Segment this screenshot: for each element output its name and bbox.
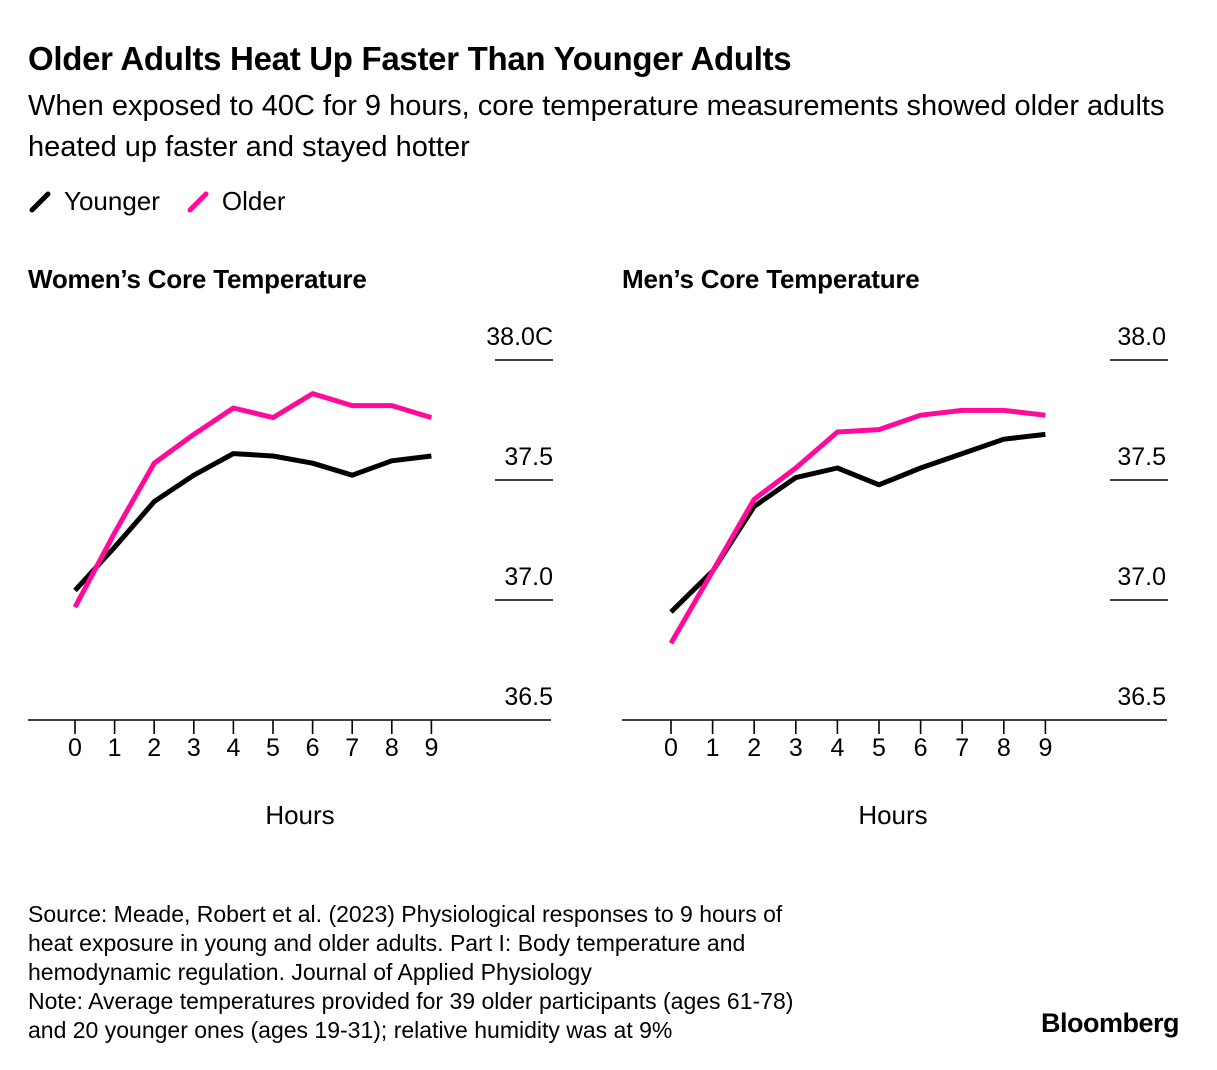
men-xtick-label: 9 <box>1038 734 1052 762</box>
bloomberg-logo: Bloomberg <box>1040 1008 1180 1038</box>
legend-swatch-younger <box>29 191 51 212</box>
women-series-older-line <box>72 391 433 609</box>
men-ytick-label: 37.0 <box>1117 563 1166 591</box>
legend: Younger Older <box>28 186 312 217</box>
men-xtick-label: 0 <box>664 734 678 762</box>
women-panel-title: Women’s Core Temperature <box>28 264 367 294</box>
source-line: heat exposure in young and older adults.… <box>28 930 746 956</box>
legend-label-younger: Younger <box>64 186 160 216</box>
men-xtick-label: 5 <box>872 734 886 762</box>
men-xtick-label: 3 <box>789 734 803 762</box>
women-xtick-label: 6 <box>306 734 320 762</box>
legend-label-older: Older <box>221 186 286 216</box>
note-line: and 20 younger ones (ages 19-31); relati… <box>28 1017 673 1043</box>
women-xtick-label: 0 <box>68 734 82 762</box>
women-series-younger-line <box>73 451 432 593</box>
women-xtick-label: 5 <box>266 734 280 762</box>
men-xtick-label: 6 <box>914 734 928 762</box>
women-xtick-label: 3 <box>187 734 201 762</box>
men-xtick-label: 7 <box>955 734 969 762</box>
men-xtick-label: 1 <box>706 734 720 762</box>
source-line: Source: Meade, Robert et al. (2023) Phys… <box>28 901 783 927</box>
women-ytick-label: 37.5 <box>504 443 553 471</box>
men-ytick-label: 38.0 <box>1117 323 1166 351</box>
men-x-axis-title: Hours <box>858 800 927 830</box>
men-panel-title: Men’s Core Temperature <box>622 264 920 294</box>
women-xtick-label: 7 <box>345 734 359 762</box>
men-xtick-label: 2 <box>747 734 761 762</box>
legend-swatch-older <box>187 191 209 212</box>
legend-item-older: Older <box>186 186 286 217</box>
men-series-younger-line <box>669 431 1046 614</box>
women-xtick-label: 1 <box>108 734 122 762</box>
men-ytick-label: 37.5 <box>1117 443 1166 471</box>
women-ytick-label: 38.0C <box>486 323 553 351</box>
women-ytick-label: 36.5 <box>504 683 553 711</box>
women-xtick-label: 2 <box>147 734 161 762</box>
chart-title: Older Adults Heat Up Faster Than Younger… <box>28 40 792 77</box>
legend-item-younger: Younger <box>28 186 160 217</box>
men-ytick-label: 36.5 <box>1117 683 1166 711</box>
women-xtick-label: 9 <box>424 734 438 762</box>
footer-source: Source: Meade, Robert et al. (2023) Phys… <box>28 900 968 1045</box>
note-line: Note: Average temperatures provided for … <box>28 988 794 1014</box>
women-x-axis-title: Hours <box>265 800 334 830</box>
men-xtick-label: 4 <box>830 734 844 762</box>
women-ytick-label: 37.0 <box>504 563 553 591</box>
women-xtick-label: 4 <box>226 734 240 762</box>
source-line: hemodynamic regulation. Journal of Appli… <box>28 959 592 985</box>
men-xtick-label: 8 <box>997 734 1011 762</box>
chart-subtitle: When exposed to 40C for 9 hours, core te… <box>28 90 1165 163</box>
men-series-older-line <box>668 407 1046 645</box>
women-xtick-label: 8 <box>385 734 399 762</box>
